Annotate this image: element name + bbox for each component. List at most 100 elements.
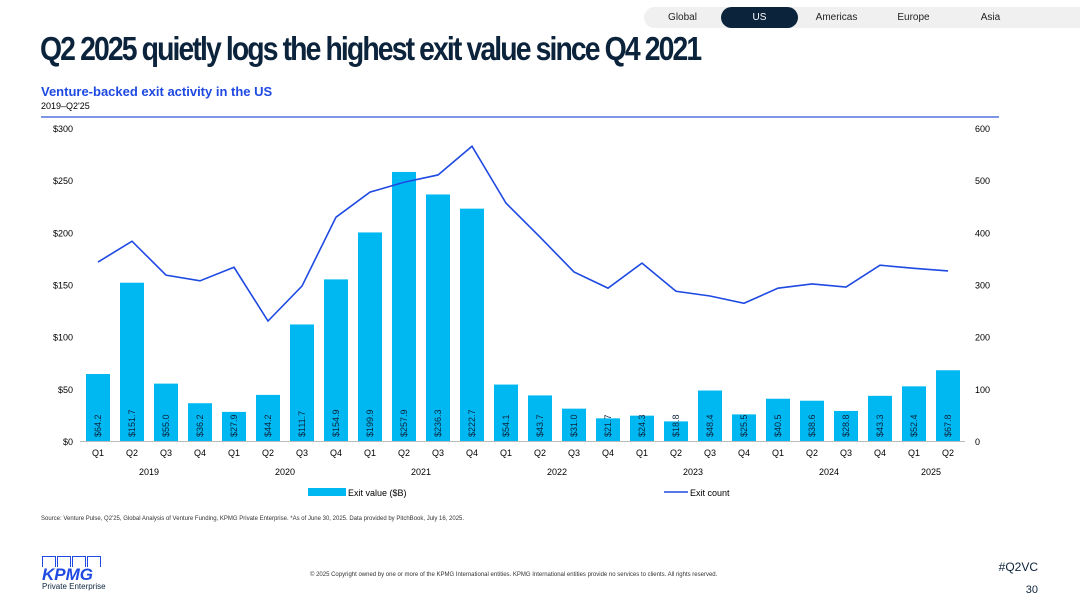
x-tick-label: Q2 [670, 448, 682, 458]
x-tick-label: Q1 [500, 448, 512, 458]
bar-value-label: $199.9 [365, 409, 375, 437]
x-tick-label: Q4 [738, 448, 750, 458]
bar-value-label: $28.8 [841, 414, 851, 437]
y-tick-label: $0 [63, 437, 73, 447]
x-tick-label: Q3 [568, 448, 580, 458]
bar-value-label: $54.1 [501, 414, 511, 437]
bar-value-label: $48.4 [705, 414, 715, 437]
bar [936, 370, 960, 441]
bar-value-label: $36.2 [195, 414, 205, 437]
bar [868, 395, 892, 441]
x-tick-label: Q2 [942, 448, 954, 458]
bar [222, 411, 246, 441]
x-tick-label: Q1 [636, 448, 648, 458]
chart-period: 2019–Q2'25 [41, 101, 90, 111]
region-tabs: Global US Americas Europe Asia [644, 7, 1080, 28]
y2-tick-label: 600 [975, 124, 990, 134]
legend-bar-label: Exit value ($B) [348, 488, 407, 498]
bar [290, 324, 314, 441]
bar-value-label: $38.6 [807, 414, 817, 437]
bar [426, 194, 450, 441]
chart-subtitle: Venture-backed exit activity in the US [41, 84, 273, 99]
bar [120, 282, 144, 441]
x-tick-label: Q2 [806, 448, 818, 458]
year-label: 2025 [921, 467, 941, 477]
bar-value-label: $31.0 [569, 414, 579, 437]
tab-asia[interactable]: Asia [980, 12, 1001, 23]
kpmg-logo: KPMG Private Enterprise [42, 556, 106, 591]
bar [256, 394, 280, 441]
tab-americas[interactable]: Americas [815, 12, 858, 23]
bar [358, 232, 382, 441]
x-tick-label: Q1 [908, 448, 920, 458]
x-tick-label: Q1 [228, 448, 240, 458]
bar [664, 421, 688, 441]
bar-value-label: $67.8 [943, 414, 953, 437]
x-tick-label: Q3 [704, 448, 716, 458]
bar [562, 408, 586, 441]
bar [188, 403, 212, 441]
x-tick-label: Q1 [364, 448, 376, 458]
bar [324, 279, 348, 441]
x-tick-label: Q4 [466, 448, 478, 458]
exit-count-line [97, 145, 949, 323]
bar [494, 384, 518, 441]
bar-value-label: $257.9 [399, 409, 409, 437]
bar [154, 383, 178, 441]
bar-value-label: $236.3 [433, 409, 443, 437]
bar-value-label: $24.3 [637, 414, 647, 437]
y-tick-label: $300 [53, 124, 73, 134]
x-tick-label: Q1 [92, 448, 104, 458]
x-tick-label: Q3 [432, 448, 444, 458]
bar-value-label: $55.0 [161, 414, 171, 437]
bar-value-label: $222.7 [467, 409, 477, 437]
bar-value-label: $27.9 [229, 414, 239, 437]
x-tick-label: Q4 [330, 448, 342, 458]
bar-value-label: $154.9 [331, 409, 341, 437]
page-number: 30 [1025, 584, 1038, 596]
copyright: © 2025 Copyright owned by one or more of… [310, 572, 718, 578]
bar [800, 400, 824, 441]
exit-activity-chart: $0 $50 $100 $150 $200 $250 $300 0 100 200 300 400 50… [53, 124, 990, 498]
tab-us[interactable]: US [721, 7, 798, 28]
year-label: 2022 [547, 467, 567, 477]
bar-value-label: $44.2 [263, 414, 273, 437]
bar-value-label: $64.2 [93, 414, 103, 437]
x-tick-label: Q4 [194, 448, 206, 458]
y2-tick-label: 500 [975, 176, 990, 186]
bar-value-label: $43.3 [875, 414, 885, 437]
bar [834, 410, 858, 441]
source-note: Source: Venture Pulse, Q2'25, Global Ana… [41, 516, 465, 522]
bar-value-label: $151.7 [127, 409, 137, 437]
hashtag: #Q2VC [998, 560, 1038, 574]
x-tick-label: Q4 [874, 448, 886, 458]
bar-value-label: $21.7 [603, 414, 613, 437]
y2-tick-label: 200 [975, 333, 990, 343]
legend-bar-swatch [308, 488, 346, 496]
x-tick-label: Q3 [296, 448, 308, 458]
bar [528, 395, 552, 441]
bar [766, 398, 790, 441]
x-tick-label: Q3 [840, 448, 852, 458]
y-tick-label: $100 [53, 333, 73, 343]
bar [460, 208, 484, 441]
y-tick-label: $200 [53, 228, 73, 238]
year-label: 2019 [139, 467, 159, 477]
year-label: 2024 [819, 467, 839, 477]
bar-value-label: $25.5 [739, 414, 749, 437]
bar [596, 418, 620, 441]
y2-tick-label: 100 [975, 385, 990, 395]
x-tick-label: Q2 [534, 448, 546, 458]
x-tick-label: Q4 [602, 448, 614, 458]
tab-europe[interactable]: Europe [897, 12, 930, 23]
x-tick-label: Q1 [772, 448, 784, 458]
bar-value-label: $40.5 [773, 414, 783, 437]
page-title: Q2 2025 quietly logs the highest exit va… [40, 30, 702, 67]
bar [698, 390, 722, 441]
divider [41, 116, 999, 118]
tab-global[interactable]: Global [668, 12, 697, 23]
year-label: 2021 [411, 467, 431, 477]
bar [86, 374, 110, 441]
y2-tick-label: 400 [975, 228, 990, 238]
y-tick-label: $50 [58, 385, 73, 395]
